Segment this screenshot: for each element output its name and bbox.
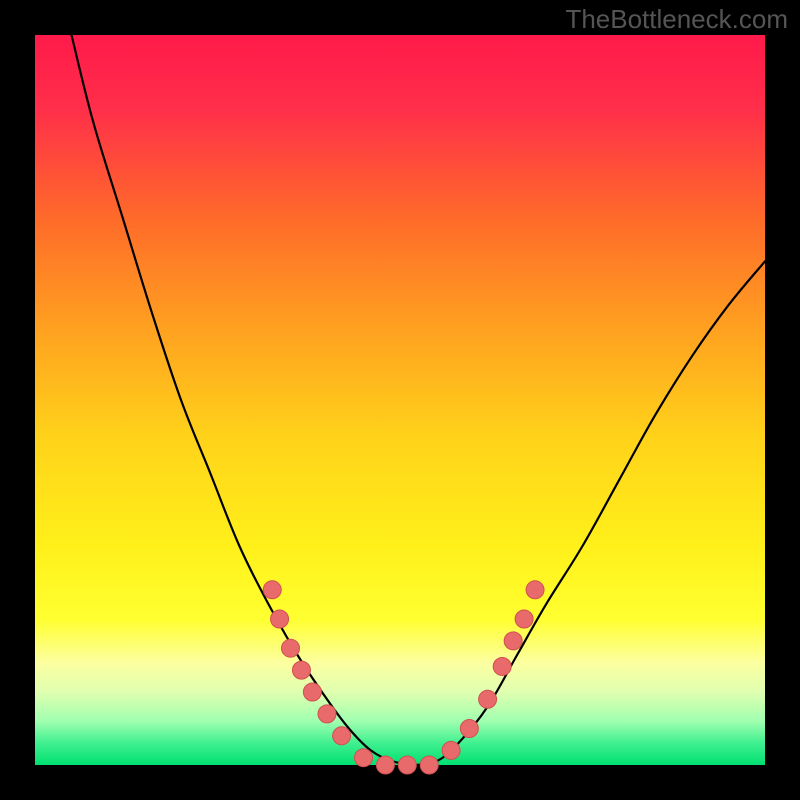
marker-dot [493,657,511,675]
marker-dot [282,639,300,657]
marker-dot [333,727,351,745]
gradient-background [35,35,765,765]
marker-dot [292,661,310,679]
marker-dot [398,756,416,774]
marker-dot [526,581,544,599]
marker-dot [442,741,460,759]
marker-dot [376,756,394,774]
marker-dot [515,610,533,628]
marker-dot [479,690,497,708]
marker-dot [303,683,321,701]
marker-dot [318,705,336,723]
marker-dot [355,749,373,767]
marker-dot [271,610,289,628]
marker-dot [504,632,522,650]
bottleneck-chart [0,0,800,800]
watermark-text: TheBottleneck.com [565,4,788,35]
marker-dot [420,756,438,774]
marker-dot [460,720,478,738]
marker-dot [263,581,281,599]
